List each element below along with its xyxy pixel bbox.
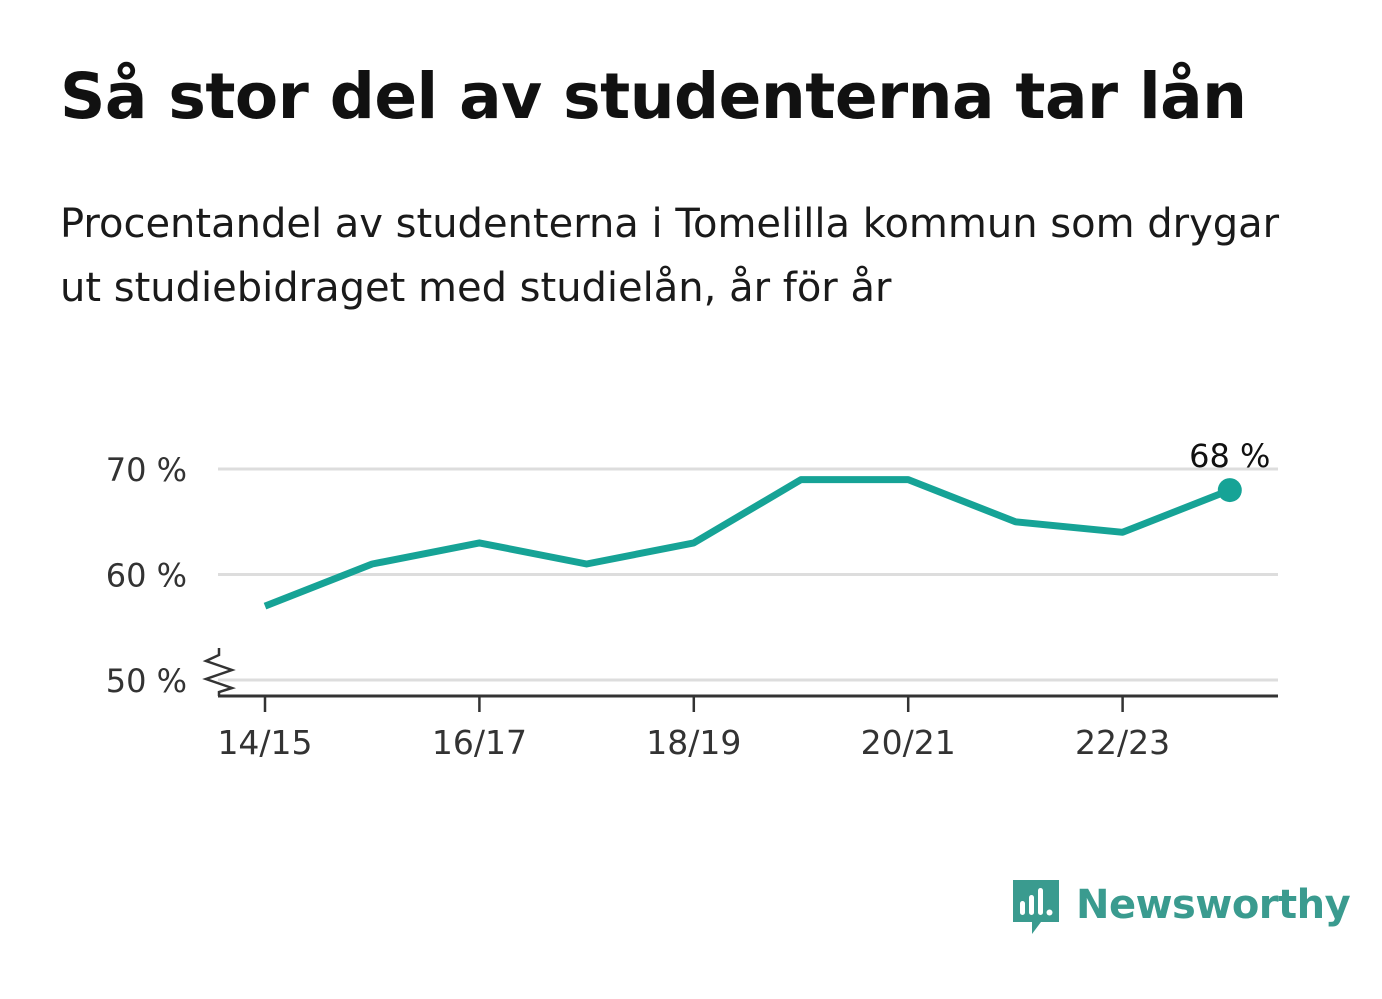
x-tick-label: 16/17 [432,723,527,762]
newsworthy-logo-icon [1013,880,1059,934]
x-ticks [263,696,1124,712]
gridlines [218,467,1278,682]
y-tick-label: 70 % [106,451,187,489]
end-value-label: 68 % [1189,437,1270,475]
chart-subtitle: Procentandel av studenterna i Tomelilla … [60,201,1280,311]
y-tick-label: 60 % [106,557,187,595]
x-tick-labels: 14/15 16/17 18/19 20/21 22/23 [217,723,1170,762]
brand: Newsworthy [1010,874,1351,936]
x-tick-label: 22/23 [1075,723,1170,762]
chart-title: Så stor del av studenterna tar lån [60,60,1247,133]
y-tick-label: 50 % [106,662,187,700]
axis-break-icon [202,648,237,696]
x-tick-label: 18/19 [646,723,741,762]
x-tick-label: 14/15 [217,723,312,762]
end-point-marker [1217,478,1242,503]
brand-name: Newsworthy [1076,882,1351,928]
y-tick-labels: 50 % 60 % 70 % [106,451,187,700]
series-line [263,476,1232,610]
x-tick-label: 20/21 [861,723,956,762]
